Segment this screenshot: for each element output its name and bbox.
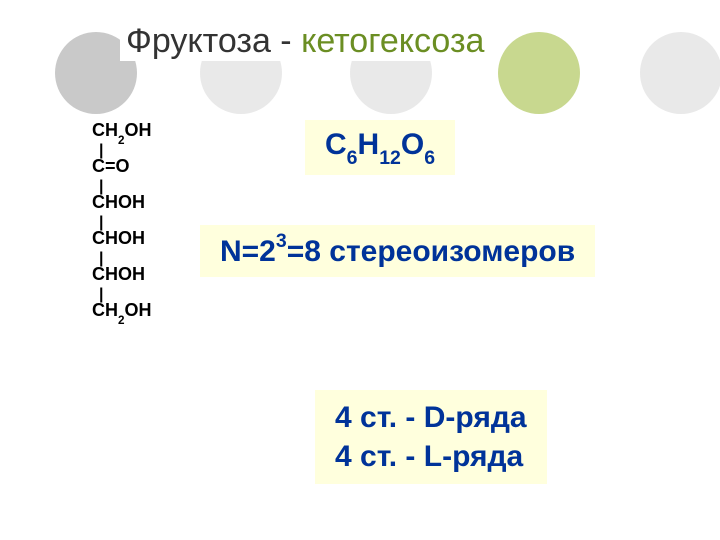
molecular-formula-box: C6H12O6 bbox=[305, 120, 455, 175]
series-box: 4 ст. - D-ряда 4 ст. - L-ряда bbox=[315, 390, 547, 484]
series-d-line: 4 ст. - D-ряда bbox=[335, 398, 527, 437]
chem-row-2: CHOH bbox=[92, 193, 152, 215]
chem-bond: | bbox=[92, 287, 152, 301]
chem-bond: | bbox=[92, 251, 152, 265]
deco-circle-4 bbox=[498, 32, 580, 114]
chem-bond: | bbox=[92, 215, 152, 229]
chem-row-4: CHOH bbox=[92, 265, 152, 287]
stereoisomer-count-box: N=23=8 стереоизомеров bbox=[200, 225, 595, 277]
stereo-text: N=23=8 стереоизомеров bbox=[220, 235, 575, 268]
chem-bond: | bbox=[92, 179, 152, 193]
title-part-1: Фруктоза - bbox=[126, 22, 301, 60]
deco-circle-5 bbox=[640, 32, 720, 114]
series-l-line: 4 ст. - L-ряда bbox=[335, 437, 527, 476]
fischer-projection: CH2OH | C=O | CHOH | CHOH | CHOH | CH2OH bbox=[90, 115, 154, 329]
formula-text: C6H12O6 bbox=[325, 128, 435, 161]
chem-row-3: CHOH bbox=[92, 229, 152, 251]
chem-row-1: C=O bbox=[92, 157, 152, 179]
chem-row-0: CH2OH bbox=[92, 121, 152, 143]
chem-row-5: CH2OH bbox=[92, 301, 152, 323]
slide-title: Фруктоза - кетогексоза bbox=[120, 22, 490, 61]
title-part-2: кетогексоза bbox=[301, 22, 484, 60]
